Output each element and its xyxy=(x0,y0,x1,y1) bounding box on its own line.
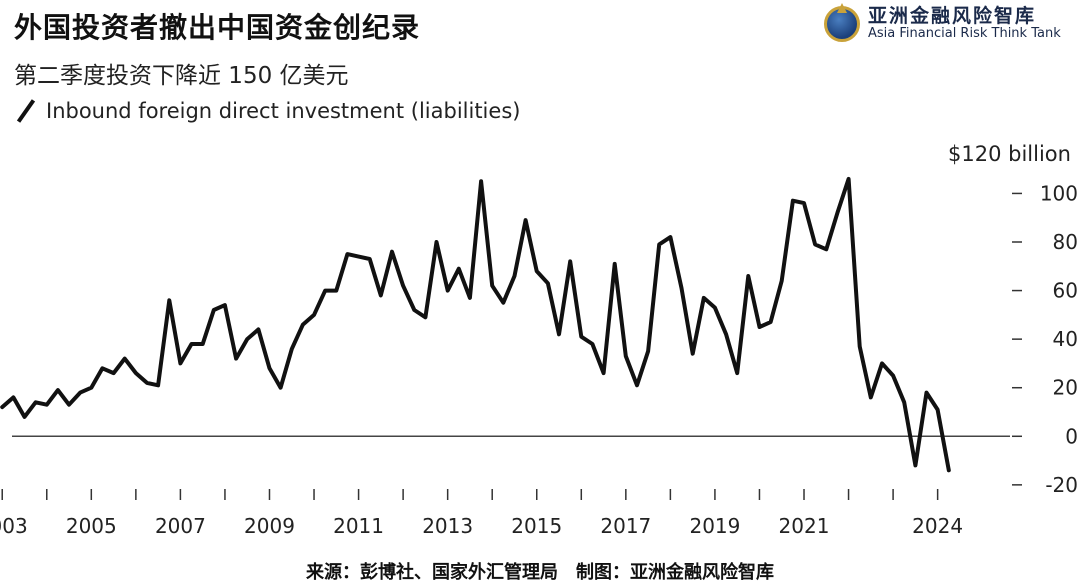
y-tick-label: 100 xyxy=(1040,181,1078,205)
series-line-inbound-fdi xyxy=(0,176,951,473)
y-tick-label: 0 xyxy=(1065,424,1078,448)
x-tick-label: 2024 xyxy=(912,514,963,538)
logo-name-cn: 亚洲金融风险智库 xyxy=(868,5,1037,28)
legend: Inbound foreign direct investment (liabi… xyxy=(14,99,520,123)
y-axis-unit-label: $120 billion xyxy=(948,142,1071,166)
y-tick-label: 80 xyxy=(1053,230,1078,254)
x-tick-label: 2021 xyxy=(779,514,830,538)
chart-subtitle: 第二季度投资下降近 150 亿美元 xyxy=(14,63,349,89)
x-tick-label: 2007 xyxy=(155,514,206,538)
legend-label: Inbound foreign direct investment (liabi… xyxy=(46,99,521,123)
x-tick-label: 2019 xyxy=(689,514,740,538)
x-tick-label: 2011 xyxy=(333,514,384,538)
source-note: 来源：彭博社、国家外汇管理局 制图：亚洲金融风险智库 xyxy=(306,562,774,583)
globe-badge-icon xyxy=(824,6,860,42)
y-tick-label: 40 xyxy=(1053,327,1078,351)
x-tick-label: 2013 xyxy=(422,514,473,538)
x-tick-label: 2009 xyxy=(244,514,295,538)
x-tick-label: 2015 xyxy=(511,514,562,538)
x-tick-label: 2005 xyxy=(66,514,117,538)
x-tick-label: 2017 xyxy=(600,514,651,538)
logo-name-en: Asia Financial Risk Think Tank xyxy=(868,26,1061,42)
y-tick-label: -20 xyxy=(1045,473,1078,497)
chart-title: 外国投资者撤出中国资金创纪录 xyxy=(14,11,421,44)
logo: 亚洲金融风险智库 Asia Financial Risk Think Tank xyxy=(824,6,1061,42)
y-tick-label: 60 xyxy=(1053,279,1078,303)
y-tick-label: 20 xyxy=(1053,376,1078,400)
